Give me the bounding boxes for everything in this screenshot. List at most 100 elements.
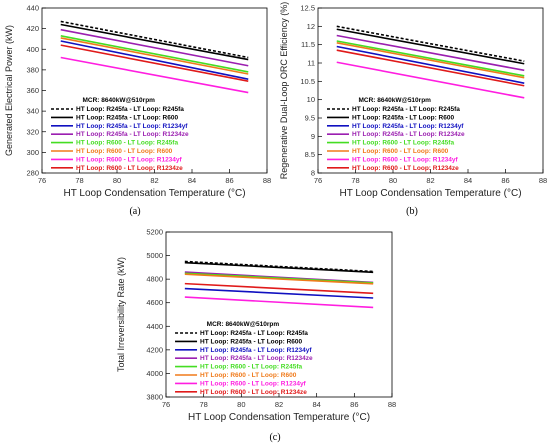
- x-tick-label: 84: [188, 176, 196, 185]
- x-tick-label: 82: [275, 400, 283, 409]
- x-axis-title: HT Loop Condensation Temperature (°C): [63, 188, 245, 199]
- y-tick-label: 8.5: [305, 150, 315, 159]
- y-tick-label: 4800: [146, 275, 163, 284]
- y-tick-label: 12: [307, 22, 315, 31]
- y-axis-title: Total Irreversibility Rate (kW): [116, 257, 126, 372]
- series-line-4: [60, 28, 249, 67]
- series-line-3: [336, 45, 525, 84]
- legend-entry: HT Loop: R600 - LT Loop: R600: [352, 148, 449, 155]
- x-tick-label: 78: [351, 176, 359, 185]
- y-tick-label: 8: [311, 169, 315, 178]
- y-tick-label: 4200: [146, 345, 163, 354]
- mcr-annotation: MCR: 8640kW@510rpm: [359, 97, 432, 104]
- legend-entry: HT Loop: R600 - LT Loop: R1234yf: [352, 156, 459, 163]
- x-tick-label: 82: [426, 176, 434, 185]
- y-axis-title: Generated Electrical Power (kW): [4, 25, 14, 156]
- y-tick-label: 4400: [146, 322, 163, 331]
- legend-entry: HT Loop: R245fa - LT Loop: R1234ze: [352, 131, 465, 138]
- y-tick-label: 4000: [146, 369, 163, 378]
- y-tick-label: 10: [307, 95, 315, 104]
- legend-entry: HT Loop: R245fa - LT Loop: R245fa: [200, 330, 308, 337]
- x-tick-label: 86: [350, 400, 358, 409]
- x-tick-label: 86: [225, 176, 233, 185]
- legend-entry: HT Loop: R245fa - LT Loop: R1234yf: [352, 123, 464, 130]
- series-line-5: [60, 35, 249, 73]
- legend-entry: HT Loop: R600 - LT Loop: R1234ze: [352, 165, 459, 172]
- x-tick-label: 78: [199, 400, 207, 409]
- x-tick-label: 76: [38, 176, 46, 185]
- y-tick-label: 420: [26, 24, 39, 33]
- legend-entry: HT Loop: R245fa - LT Loop: R245fa: [76, 106, 184, 113]
- x-tick-label: 78: [75, 176, 83, 185]
- legend-entry: HT Loop: R600 - LT Loop: R600: [200, 372, 297, 379]
- y-tick-label: 380: [26, 65, 39, 74]
- series-line-3: [184, 287, 374, 299]
- x-tick-label: 88: [539, 176, 547, 185]
- legend-entry: HT Loop: R245fa - LT Loop: R1234yf: [200, 347, 312, 354]
- legend-entry: HT Loop: R600 - LT Loop: R245fa: [76, 140, 178, 147]
- panel-caption: (a): [129, 206, 140, 217]
- legend-entry: HT Loop: R600 - LT Loop: R1234yf: [76, 156, 183, 163]
- legend-entry: HT Loop: R245fa - LT Loop: R245fa: [352, 106, 460, 113]
- series-line-5: [184, 272, 374, 284]
- series-line-8: [336, 49, 525, 87]
- y-tick-label: 10.5: [300, 77, 315, 86]
- series-line-7: [60, 56, 249, 94]
- x-tick-label: 76: [162, 400, 170, 409]
- y-tick-label: 440: [26, 4, 39, 13]
- legend-entry: HT Loop: R600 - LT Loop: R1234ze: [76, 165, 183, 172]
- y-tick-label: 300: [26, 148, 39, 157]
- y-tick-label: 4600: [146, 298, 163, 307]
- series-line-7: [184, 296, 374, 309]
- y-tick-label: 9.5: [305, 114, 315, 123]
- series-line-8: [60, 44, 249, 83]
- series-line-3: [60, 40, 249, 80]
- x-axis-title: HT Loop Condensation Temperature (°C): [188, 412, 370, 423]
- legend-entry: HT Loop: R245fa - LT Loop: R1234ze: [76, 131, 189, 138]
- series-line-2: [60, 23, 249, 61]
- x-tick-label: 76: [314, 176, 322, 185]
- x-tick-label: 84: [464, 176, 472, 185]
- series-line-5: [336, 40, 525, 77]
- x-tick-label: 80: [389, 176, 397, 185]
- y-tick-label: 320: [26, 127, 39, 136]
- y-tick-label: 11: [307, 59, 315, 68]
- y-tick-label: 280: [26, 169, 39, 178]
- series-line-1: [336, 25, 525, 62]
- x-tick-label: 88: [388, 400, 396, 409]
- x-tick-label: 84: [312, 400, 320, 409]
- x-axis-title: HT Loop Condensation Temperature (°C): [339, 188, 521, 199]
- x-tick-label: 88: [263, 176, 271, 185]
- legend-entry: HT Loop: R600 - LT Loop: R245fa: [352, 140, 454, 147]
- mcr-annotation: MCR: 8640kW@510rpm: [207, 321, 280, 328]
- legend-entry: HT Loop: R245fa - LT Loop: R1234yf: [76, 123, 188, 130]
- panel-caption: (c): [269, 432, 280, 443]
- legend-entry: HT Loop: R245fa - LT Loop: R600: [352, 114, 454, 121]
- legend-entry: HT Loop: R600 - LT Loop: R245fa: [200, 364, 302, 371]
- chart-3: 76 78 80 82 84 86 88 3800 4000 4200 4400 4600 4800 50…: [116, 228, 396, 444]
- x-tick-label: 82: [150, 176, 158, 185]
- y-tick-label: 5000: [146, 251, 163, 260]
- series-line-2: [336, 28, 525, 65]
- legend-entry: HT Loop: R600 - LT Loop: R1234ze: [200, 389, 307, 396]
- y-tick-label: 12.5: [300, 4, 315, 13]
- series-line-6: [184, 273, 374, 285]
- x-tick-label: 80: [113, 176, 121, 185]
- y-tick-label: 11.5: [301, 40, 315, 49]
- series-line-1: [60, 20, 249, 59]
- series-line-1: [184, 260, 374, 273]
- y-tick-label: 3800: [146, 393, 163, 402]
- x-tick-label: 80: [237, 400, 245, 409]
- mcr-annotation: MCR: 8640kW@510rpm: [83, 97, 156, 104]
- series-line-8: [184, 282, 374, 295]
- series-line-7: [336, 61, 525, 99]
- series-line-6: [336, 42, 525, 79]
- series-line-2: [184, 261, 374, 274]
- legend-entry: HT Loop: R600 - LT Loop: R600: [76, 148, 173, 155]
- legend-entry: HT Loop: R245fa - LT Loop: R1234ze: [200, 355, 313, 362]
- legend-entry: HT Loop: R245fa - LT Loop: R600: [76, 114, 178, 121]
- y-tick-label: 400: [26, 45, 39, 54]
- chart-1: 76 78 80 82 84 86 88 280 300 320 340 360 380 400 420 44…: [4, 4, 271, 218]
- chart-2: 76 78 80 82 84 86 8888.599.51010.51111.51212.5…: [279, 2, 547, 217]
